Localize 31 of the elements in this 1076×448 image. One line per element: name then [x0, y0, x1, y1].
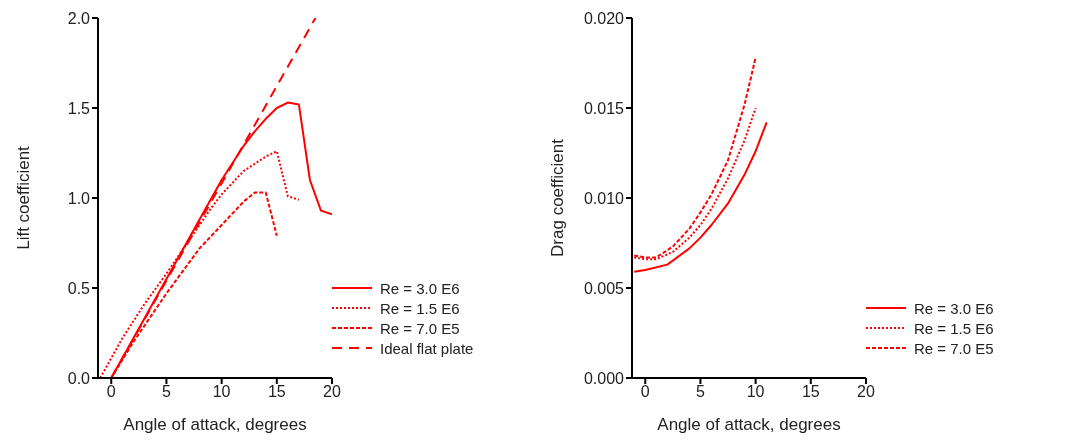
y-tick-label: 0.000 [583, 369, 625, 387]
legend-label: Re = 1.5 E6 [914, 319, 994, 337]
x-axis-title: Angle of attack, degrees [123, 415, 307, 434]
legend-label: Re = 3.0 E6 [380, 279, 460, 297]
x-tick-label: 20 [323, 383, 341, 401]
legend-label: Ideal flat plate [380, 339, 474, 357]
y-tick-label: 0.5 [67, 279, 91, 297]
y-tick-label: 0.020 [583, 9, 625, 27]
y-tick-label: 0.015 [583, 99, 625, 117]
y-tick-label: 1.5 [67, 99, 91, 117]
x-tick-label: 5 [695, 383, 705, 401]
x-tick-label: 20 [857, 383, 875, 401]
x-tick-label: 15 [801, 383, 820, 401]
y-tick-label: 1.0 [67, 189, 91, 207]
x-tick-label: 0 [106, 383, 116, 401]
y-tick-label: 0.0 [67, 369, 91, 387]
legend-label: Re = 3.0 E6 [914, 299, 994, 317]
y-axis-title: Lift coefficient [14, 145, 34, 250]
x-tick-label: 5 [161, 383, 171, 401]
y-axis-title: Drag coefficient [548, 138, 568, 257]
x-tick-label: 0 [640, 383, 650, 401]
legend-label: Re = 7.0 E5 [914, 339, 994, 357]
x-tick-label: 10 [746, 383, 765, 401]
x-tick-label: 10 [212, 383, 231, 401]
y-tick-label: 0.005 [583, 279, 625, 297]
y-tick-label: 2.0 [67, 9, 91, 27]
y-tick-label: 0.010 [583, 189, 625, 207]
x-axis-title: Angle of attack, degrees [657, 415, 841, 434]
legend-label: Re = 1.5 E6 [380, 299, 460, 317]
x-tick-label: 15 [267, 383, 286, 401]
legend-label: Re = 7.0 E5 [380, 319, 460, 337]
